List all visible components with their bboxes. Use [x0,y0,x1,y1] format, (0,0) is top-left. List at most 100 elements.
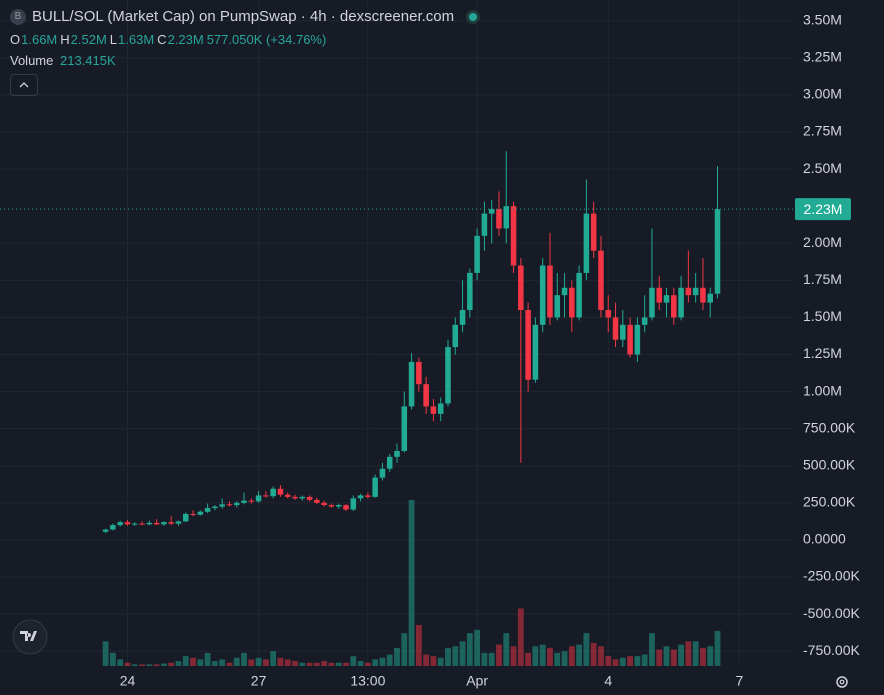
y-tick-label: 250.00K [803,494,856,510]
volume-bar [423,654,430,666]
volume-bar [175,661,182,666]
volume-bar [714,630,721,666]
candle-body [590,213,597,251]
volume-bar [656,649,663,666]
candle-body [277,488,284,495]
candle-body [241,500,247,503]
volume-bar [532,646,539,666]
y-tick-label: 3.00M [803,86,842,102]
candle-body [226,504,233,506]
ohlc-key: C [157,32,167,47]
volume-bar [401,633,408,666]
volume-bar [547,647,553,666]
candle-body [110,525,116,530]
logo-mark [20,631,37,641]
candle-body [525,310,531,380]
volume-bar [226,662,233,666]
volume-bar [576,644,583,666]
candle-body [284,494,291,497]
volume-bar [131,664,138,666]
volume-bar [299,662,306,666]
volume-bar [255,657,262,666]
candle-body [212,506,218,509]
collapse-button[interactable] [10,74,38,96]
candle-body [379,468,386,478]
candle-body [481,213,488,236]
volume-bar [452,646,459,666]
candle-body [547,265,553,318]
ohlc-key: H [60,32,70,47]
candle-body [255,495,262,502]
candle-body [671,295,677,318]
volume-bar [153,664,160,666]
volume-bar [670,649,677,666]
candle-body [539,265,546,325]
volume-bar [262,659,269,666]
settings-button[interactable] [836,676,848,688]
last-price-tag [795,198,851,221]
y-tick-label: 1.25M [803,345,842,361]
volume-bar [692,641,699,666]
volume-bar [248,659,255,666]
candle-body [445,347,451,404]
ohlc-legend: O1.66M H2.52M L1.63M C2.23M 577.050K (+34.76… [10,32,329,47]
volume-bar [627,656,634,666]
live-dot [469,13,478,22]
volume-bar [700,647,706,666]
candle-body [496,209,502,229]
candle-body [714,209,721,294]
volume-bar [328,662,335,666]
volume-bar [678,644,685,666]
candle-body [372,477,378,497]
candle-body [459,310,466,325]
volume-bar [102,641,109,666]
candle-body [168,522,174,524]
candle-body [663,295,670,303]
ohlc-key: O [10,32,21,47]
candle-body [343,505,349,510]
candle-body [292,496,298,499]
logo-circle [12,619,48,655]
ohlc-key: L [109,32,118,47]
candle-body [197,511,204,515]
x-tick-label: 4 [604,673,612,689]
volume-bar [343,662,349,666]
volume-bar [197,659,204,666]
volume-bar [561,651,568,666]
volume-bar [685,641,692,666]
volume-bar [306,662,313,666]
volume-label: Volume [10,53,54,68]
candle-body [627,324,633,355]
candle-body [204,508,211,512]
volume-bar [357,661,364,666]
candle-body [598,250,604,311]
candle-body [423,384,429,407]
candle-body [386,456,393,469]
candle-body [124,522,131,525]
candle-body [532,324,539,380]
y-tick-label: 3.50M [803,11,842,27]
volume-value: 213.415K [60,53,116,68]
volume-bar [182,656,189,666]
volume-bar [619,657,626,666]
volume-bar [605,656,612,666]
y-tick-label: 500.00K [803,456,856,472]
volume-bar [503,633,510,666]
collapse-icon [19,82,29,88]
volume-bar [124,662,131,666]
token-icon: B [10,9,26,26]
candle-body [233,502,240,506]
volume-bar [583,633,590,666]
volume-bar [430,656,437,666]
volume-bar [284,659,291,666]
candle-body [649,287,655,318]
volume-bar [321,661,328,666]
ohlc-value: 1.63M [118,32,155,47]
volume-bar [445,647,451,666]
candle-body [430,406,437,414]
candle-body [350,498,357,510]
volume-bar [408,500,415,666]
candle-body [139,523,145,525]
candle-body [700,287,706,303]
volume-bar [525,652,532,666]
